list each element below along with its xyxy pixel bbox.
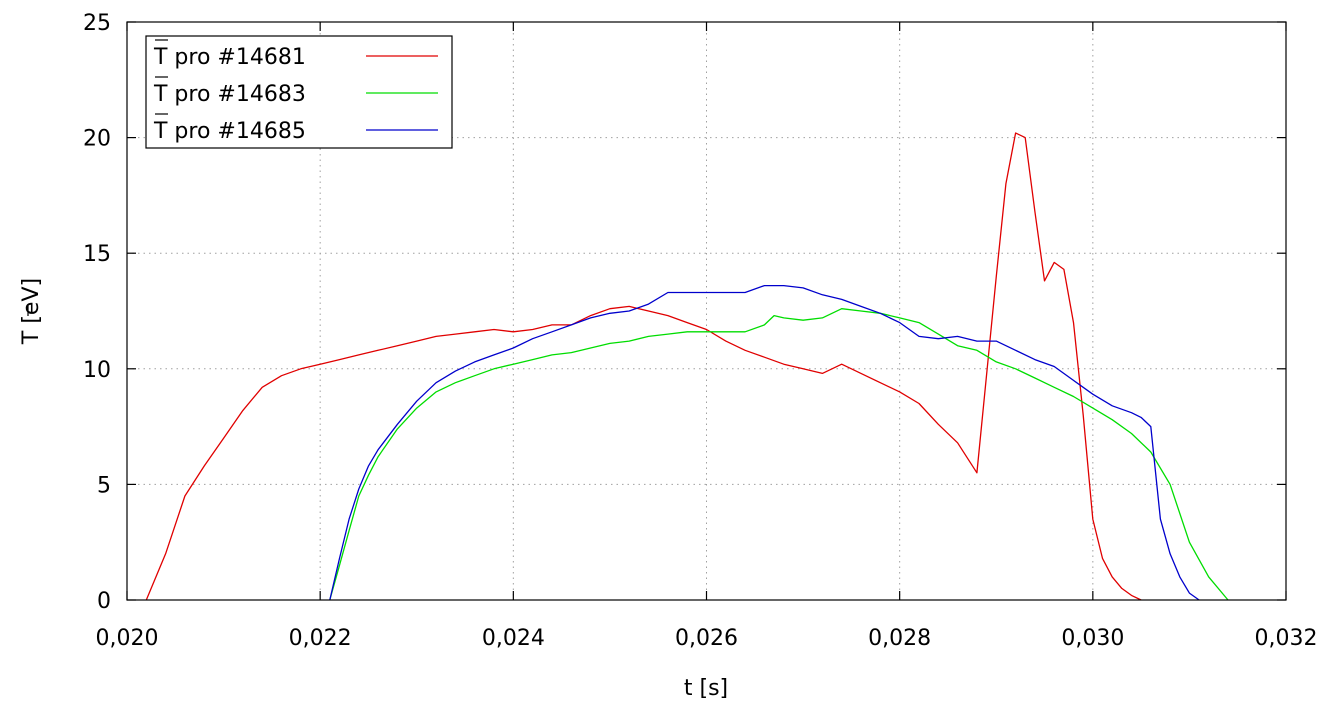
y-tick-label: 5 [97,473,111,498]
series-line-2 [329,308,1229,601]
x-tick-label: 0,028 [868,626,931,651]
legend-label-3: T pro #14685 [153,119,306,144]
y-tick-label: 0 [97,589,111,614]
axis-ticks [126,21,1287,601]
legend-label-2: T pro #14683 [153,82,306,107]
y-tick-label: 15 [83,242,111,267]
series-line-1 [145,132,1142,601]
series-lines [145,132,1229,601]
x-tick-label: 0,030 [1061,626,1124,651]
x-tick-label: 0,032 [1255,626,1318,651]
x-tick-labels: 0,020 0,022 0,024 0,026 0,028 0,030 0,032 [96,626,1318,651]
y-tick-labels: 0 5 10 15 20 25 [83,11,111,614]
y-tick-label: 25 [83,11,111,36]
x-tick-label: 0,020 [96,626,159,651]
y-tick-label: 10 [83,358,111,383]
legend-label-1: T pro #14681 [153,45,306,70]
x-tick-label: 0,022 [289,626,352,651]
x-tick-label: 0,026 [675,626,738,651]
x-tick-label: 0,024 [482,626,545,651]
series-line-3 [329,284,1200,601]
x-axis-label: t [s] [684,676,728,701]
legend: T pro #14681 T pro #14683 T pro #14685 [145,35,453,149]
legend-box [145,35,453,149]
y-tick-label: 20 [83,127,111,152]
y-axis-label: T [eV] [19,278,44,345]
